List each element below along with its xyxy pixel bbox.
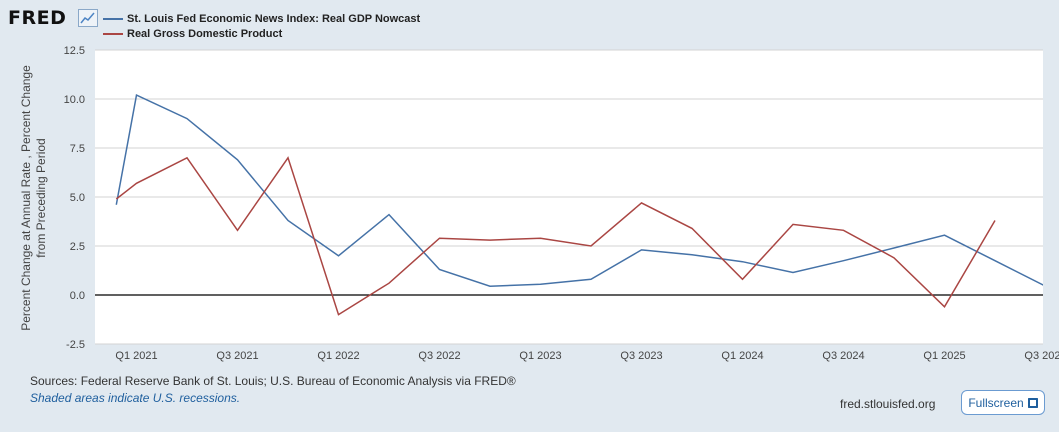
series-line-1[interactable] [115,156,996,316]
y-tick-label: 12.5 [64,45,85,57]
sources-text: Sources: Federal Reserve Bank of St. Lou… [30,374,516,388]
fred-site-link[interactable]: fred.stlouisfed.org [840,397,936,411]
fred-logo: FRED [8,7,67,29]
legend-item-gdp[interactable]: Real Gross Domestic Product [103,26,420,41]
legend-label-gdp: Real Gross Domestic Product [127,27,283,40]
x-tick-label: Q1 2022 [317,350,359,362]
x-tick-label: Q3 2021 [216,350,258,362]
x-tick-label: Q3 2022 [418,350,460,362]
legend-label-nowcast: St. Louis Fed Economic News Index: Real … [127,12,421,25]
y-axis-label: Percent Change at Annual Rate , Percent … [19,65,33,331]
fullscreen-label: Fullscreen [968,395,1024,410]
chart-area: 12.5 10.0 7.5 5.0 2.5 0.0 -2.5 Q1 2021 Q3 2021 Q… [19,45,1059,362]
x-tick-label: Q3 2024 [822,350,864,362]
x-tick-label: Q1 2021 [115,350,157,362]
x-tick-label: Q1 2024 [721,350,763,362]
legend-item-nowcast[interactable]: St. Louis Fed Economic News Index: Real … [103,11,420,26]
series-line-0[interactable] [115,94,1045,287]
fullscreen-icon [1027,397,1038,408]
y-axis-label-line2: from Preceding Period [34,138,48,257]
x-tick-label: Q1 2025 [923,350,965,362]
chart-legend: St. Louis Fed Economic News Index: Real … [103,11,420,41]
y-tick-label: 5.0 [70,192,85,204]
recession-note[interactable]: Shaded areas indicate U.S. recessions. [30,391,241,405]
y-tick-label: -2.5 [66,339,85,351]
x-tick-label: Q3 2025 [1024,350,1059,362]
y-tick-label: 2.5 [70,241,85,253]
legend-swatch-nowcast [103,17,123,20]
legend-swatch-gdp [103,32,123,35]
chart-line-icon [78,9,98,27]
y-tick-label: 7.5 [70,143,85,155]
x-tick-label: Q1 2023 [519,350,561,362]
y-tick-label: 10.0 [64,94,85,106]
fullscreen-button[interactable]: Fullscreen [961,390,1045,415]
x-tick-label: Q3 2023 [620,350,662,362]
y-tick-label: 0.0 [70,290,85,302]
